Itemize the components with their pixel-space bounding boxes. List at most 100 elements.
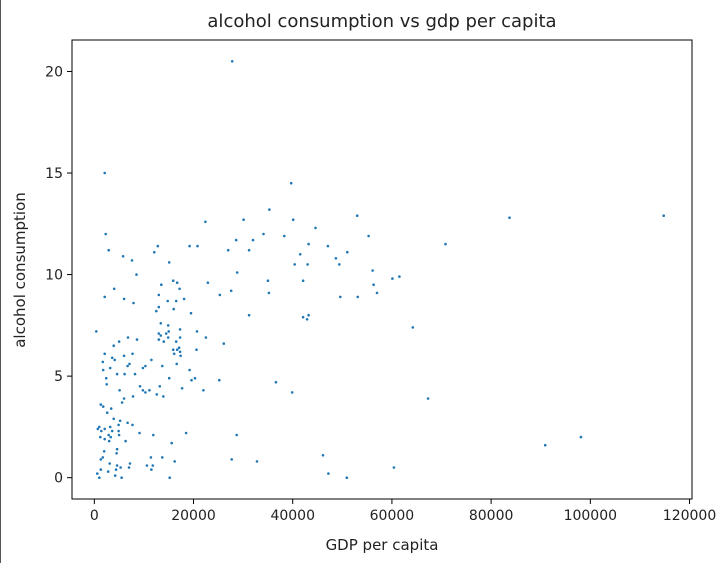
data-point (339, 295, 342, 299)
data-point (173, 460, 176, 463)
data-point (98, 476, 101, 480)
data-point (121, 254, 125, 258)
data-point (391, 277, 394, 280)
data-point (166, 324, 170, 327)
data-point (161, 364, 164, 368)
data-point (204, 220, 207, 224)
data-point (171, 348, 175, 352)
data-point (356, 295, 360, 299)
data-point (132, 301, 135, 305)
data-point (115, 372, 119, 376)
data-point (190, 378, 193, 382)
data-point (274, 380, 278, 384)
data-point (122, 397, 126, 400)
data-point (103, 352, 106, 356)
data-point (195, 330, 199, 333)
data-point (95, 330, 98, 333)
data-point (283, 234, 286, 238)
data-point (117, 423, 120, 427)
chart-title: alcohol consumption vs gdp per capita (207, 11, 556, 32)
data-point (103, 171, 106, 175)
data-point (375, 291, 379, 295)
data-point (411, 326, 415, 329)
x-axis-title: GDP per capita (326, 536, 439, 554)
data-point (157, 338, 161, 341)
data-point (579, 435, 583, 439)
data-point (371, 269, 374, 272)
data-point (188, 368, 191, 372)
data-point (126, 336, 130, 339)
data-point (188, 244, 191, 248)
data-point (153, 250, 156, 254)
data-point (128, 462, 132, 465)
data-point (355, 214, 359, 217)
data-point (662, 214, 665, 217)
data-point (171, 279, 175, 283)
data-point (158, 385, 162, 388)
ticks-layer: 0 20000 40000 60000 80000 100000 120000 0 5 10 15 2… (45, 64, 716, 524)
x-tick-label: 120000 (663, 508, 716, 524)
y-tick-label: 0 (54, 471, 63, 487)
data-point (123, 372, 126, 376)
data-point (115, 464, 119, 467)
data-point (107, 248, 110, 252)
data-point (162, 395, 165, 398)
data-point (112, 344, 115, 348)
data-point (109, 435, 112, 439)
data-point (113, 358, 116, 362)
data-point (99, 468, 103, 471)
data-point (126, 421, 129, 425)
data-point (107, 433, 110, 437)
data-point (99, 435, 102, 439)
data-point (131, 352, 134, 356)
y-tick-label: 20 (45, 64, 63, 80)
data-point (392, 466, 396, 469)
data-point (99, 403, 103, 406)
x-tick-label: 60000 (370, 508, 415, 524)
data-point (161, 456, 164, 459)
data-point (168, 476, 171, 480)
data-point (178, 287, 181, 291)
data-point (145, 464, 149, 467)
data-point (195, 348, 198, 352)
data-point (338, 263, 341, 266)
data-point (218, 378, 221, 382)
data-point (167, 330, 170, 333)
data-point (234, 238, 238, 242)
data-point (120, 476, 123, 480)
data-point (174, 340, 178, 343)
data-point (242, 218, 245, 221)
data-point (115, 452, 118, 455)
data-point (177, 346, 181, 350)
data-point (117, 340, 121, 343)
data-point (178, 350, 182, 354)
data-point (150, 468, 153, 471)
data-point (290, 391, 294, 394)
data-point (266, 279, 270, 283)
y-tick-label: 5 (54, 369, 63, 385)
data-point (184, 431, 188, 435)
data-point (110, 429, 114, 433)
data-point (107, 439, 111, 443)
window-edge (0, 0, 1, 563)
data-point (226, 248, 230, 252)
data-point (149, 456, 153, 459)
data-point (155, 309, 158, 313)
data-point (118, 419, 122, 423)
data-point (122, 297, 126, 301)
data-point (117, 429, 120, 433)
data-point (193, 376, 197, 380)
x-tick-label: 40000 (270, 508, 315, 524)
data-point (101, 368, 105, 372)
data-point (293, 263, 297, 266)
data-point (175, 348, 179, 352)
data-point (104, 232, 107, 236)
data-point (164, 332, 168, 335)
data-point (306, 263, 309, 266)
data-point (251, 238, 255, 242)
data-point (230, 60, 234, 63)
data-point (508, 216, 511, 219)
data-point (112, 287, 116, 291)
data-point (372, 283, 375, 287)
